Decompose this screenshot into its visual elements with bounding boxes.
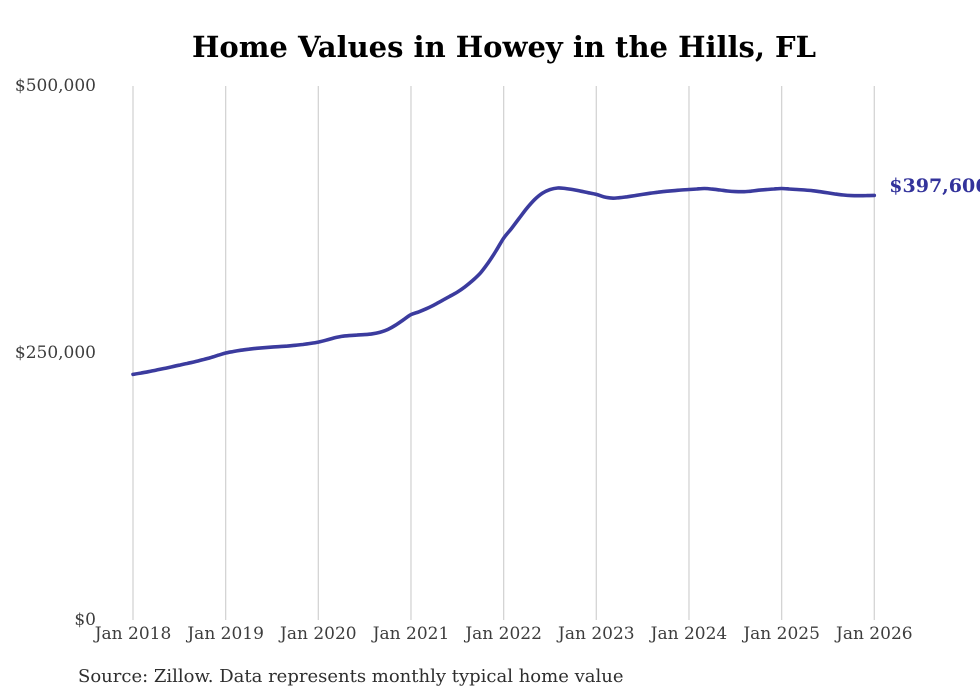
y-tick-0: $0: [74, 610, 96, 630]
current-value-label: $397,606: [889, 175, 980, 198]
source-note: Source: Zillow. Data represents monthly …: [78, 666, 624, 687]
x-tick-jan-2019: Jan 2019: [187, 624, 264, 644]
chart-title: Home Values in Howey in the Hills, FL: [191, 30, 817, 64]
y-tick-250000: $250,000: [14, 343, 96, 363]
y-tick-500000: $500,000: [14, 76, 96, 96]
x-tick-jan-2026: Jan 2026: [836, 624, 913, 644]
x-tick-jan-2025: Jan 2025: [743, 624, 820, 644]
value-line: [131, 186, 877, 377]
x-tick-jan-2023: Jan 2023: [558, 624, 635, 644]
x-tick-jan-2018: Jan 2018: [94, 624, 172, 644]
x-tick-jan-2021: Jan 2021: [372, 624, 450, 644]
x-tick-jan-2020: Jan 2020: [280, 624, 357, 644]
x-tick-jan-2024: Jan 2024: [650, 624, 728, 644]
x-tick-jan-2022: Jan 2022: [465, 624, 542, 644]
